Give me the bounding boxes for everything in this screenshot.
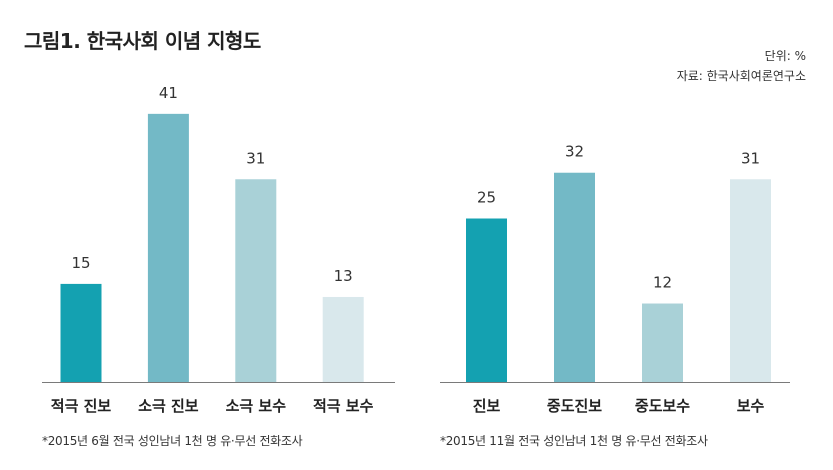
value-label: 25	[477, 189, 496, 207]
value-label: 13	[334, 267, 353, 285]
category-label: 진보	[473, 397, 501, 415]
value-label: 15	[71, 254, 90, 272]
category-label: 중도진보	[547, 397, 602, 415]
value-label: 41	[159, 84, 178, 102]
category-label: 적극 보수	[313, 397, 374, 415]
bar	[730, 179, 771, 382]
bar	[642, 303, 683, 382]
category-label: 중도보수	[635, 397, 690, 415]
bar	[554, 172, 595, 382]
chart-right: 25 진보 32 중도진보 12 중도보수 31 보수	[440, 143, 790, 415]
value-label: 32	[565, 143, 584, 161]
value-label: 12	[653, 274, 672, 292]
bar	[235, 179, 277, 382]
unit-note: 단위: %	[764, 49, 806, 63]
footnote-left: *2015년 6월 전국 성인남녀 1천 명 유·무선 전화조사	[42, 434, 303, 448]
bar	[60, 283, 102, 382]
value-label: 31	[246, 149, 265, 167]
figure-title: 그림1. 한국사회 이념 지형도	[24, 29, 261, 53]
chart-left: 15 적극 진보 41 소극 진보 31 소극 보수 13 적극 보수	[42, 84, 395, 415]
category-label: 소극 보수	[226, 397, 287, 415]
bar	[322, 296, 364, 382]
source-note: 자료: 한국사회여론연구소	[676, 69, 806, 83]
category-label: 적극 진보	[51, 397, 112, 415]
bar	[147, 113, 189, 383]
category-label: 보수	[737, 397, 765, 415]
category-label: 소극 진보	[138, 397, 199, 415]
footnote-right: *2015년 11월 전국 성인남녀 1천 명 유·무선 전화조사	[440, 434, 708, 448]
value-label: 31	[741, 149, 760, 167]
bar	[466, 218, 507, 382]
